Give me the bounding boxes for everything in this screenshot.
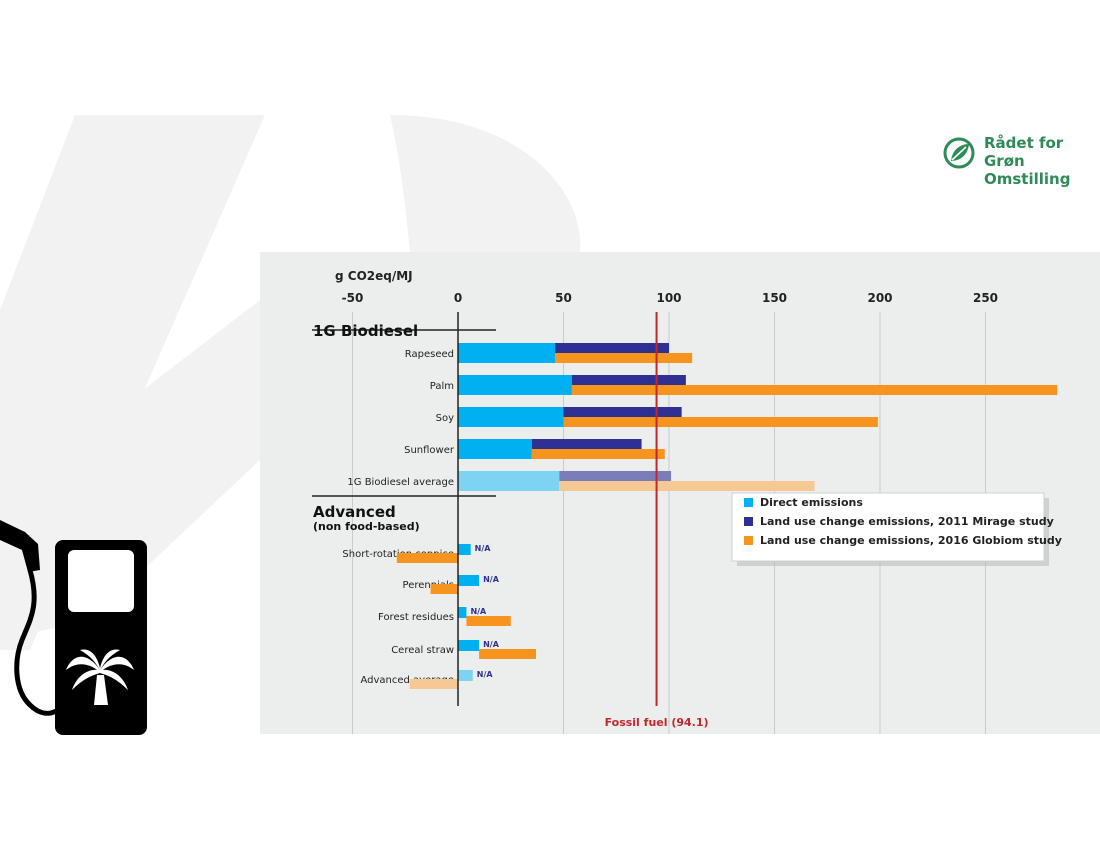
pump-display [68, 550, 134, 612]
legend-swatch [744, 517, 753, 526]
bar-globiom-luc [409, 679, 458, 689]
na-data-label: N/A [470, 607, 487, 616]
bar-direct-emissions [458, 375, 572, 395]
group-subtitle: (non food-based) [313, 520, 420, 533]
x-tick-label: 250 [973, 291, 998, 305]
bar-direct-emissions [458, 575, 480, 586]
legend-label: Direct emissions [760, 496, 863, 509]
fuel-pump-icon [0, 520, 147, 735]
bar-direct-emissions [458, 670, 473, 681]
emissions-bar-chart: -50 0 50 100 150 200 250 g CO2eq/MJ 1G Biodiesel… [312, 269, 1062, 734]
category-label: Rapeseed [405, 349, 454, 360]
bar-direct-emissions [458, 607, 467, 618]
group-title: 1G Biodiesel [313, 322, 418, 340]
legend-swatch [744, 536, 753, 545]
bar-direct-emissions [458, 439, 532, 459]
category-label: Advanced average [360, 675, 454, 686]
x-tick-label: -50 [342, 291, 364, 305]
category-label: 1G Biodiesel average [347, 477, 454, 488]
x-tick-label: 100 [656, 291, 681, 305]
bar-globiom-luc [571, 385, 1058, 395]
chart-panel: -50 0 50 100 150 200 250 g CO2eq/MJ 1G Biodiesel… [260, 252, 1100, 734]
palm-tree-icon [66, 649, 134, 705]
x-tick-label: 200 [867, 291, 892, 305]
x-tick-label: 150 [762, 291, 787, 305]
group-title: Advanced [313, 503, 396, 521]
na-data-label: N/A [483, 575, 500, 584]
na-data-label: N/A [477, 670, 494, 679]
bar-direct-emissions [458, 471, 560, 491]
bar-mirage-luc [571, 375, 686, 385]
logo-line-1: Rådet for [984, 134, 1064, 152]
bar-mirage-luc [531, 439, 642, 449]
fuel-hose [14, 569, 60, 716]
bar-mirage-luc [559, 471, 672, 481]
category-label: Sunflower [404, 445, 455, 456]
bar-globiom-luc [563, 417, 878, 427]
bar-globiom-luc [555, 353, 693, 363]
bar-direct-emissions [458, 544, 471, 555]
na-data-label: N/A [483, 640, 500, 649]
background-stripe-arc [390, 115, 581, 252]
leaf-logo-icon [943, 137, 975, 169]
legend-label: Land use change emissions, 2011 Mirage s… [760, 515, 1054, 528]
bar-globiom-luc [396, 553, 458, 563]
bar-direct-emissions [458, 343, 556, 363]
logo-line-2: Grøn [984, 152, 1025, 170]
organization-logo: Rådet for Grøn Omstilling [942, 134, 1092, 194]
legend-swatch [744, 498, 753, 507]
logo-line-3: Omstilling [984, 170, 1071, 188]
bar-globiom-luc [531, 449, 665, 459]
bar-direct-emissions [458, 407, 564, 427]
legend-box [731, 492, 1045, 562]
category-label: Perennials [403, 580, 454, 591]
bar-globiom-luc [466, 616, 511, 626]
bar-direct-emissions [458, 640, 480, 651]
x-tick-label: 50 [555, 291, 572, 305]
legend-label: Land use change emissions, 2016 Globiom … [760, 534, 1062, 547]
category-label: Cereal straw [391, 645, 454, 656]
x-axis-label: g CO2eq/MJ [335, 269, 413, 283]
fuel-nozzle [0, 520, 40, 572]
category-label: Forest residues [378, 612, 454, 623]
x-tick-label: 0 [454, 291, 462, 305]
na-data-label: N/A [475, 544, 492, 553]
bar-mirage-luc [563, 407, 682, 417]
logo-text: Rådet for Grøn Omstilling [984, 134, 1070, 188]
bar-globiom-luc [430, 584, 458, 594]
bar-mirage-luc [555, 343, 669, 353]
category-label: Palm [430, 381, 454, 392]
category-label: Soy [436, 413, 454, 424]
bar-globiom-luc [479, 649, 537, 659]
fossil-fuel-reference-label: Fossil fuel (94.1) [605, 716, 709, 729]
bar-globiom-luc [559, 481, 815, 491]
